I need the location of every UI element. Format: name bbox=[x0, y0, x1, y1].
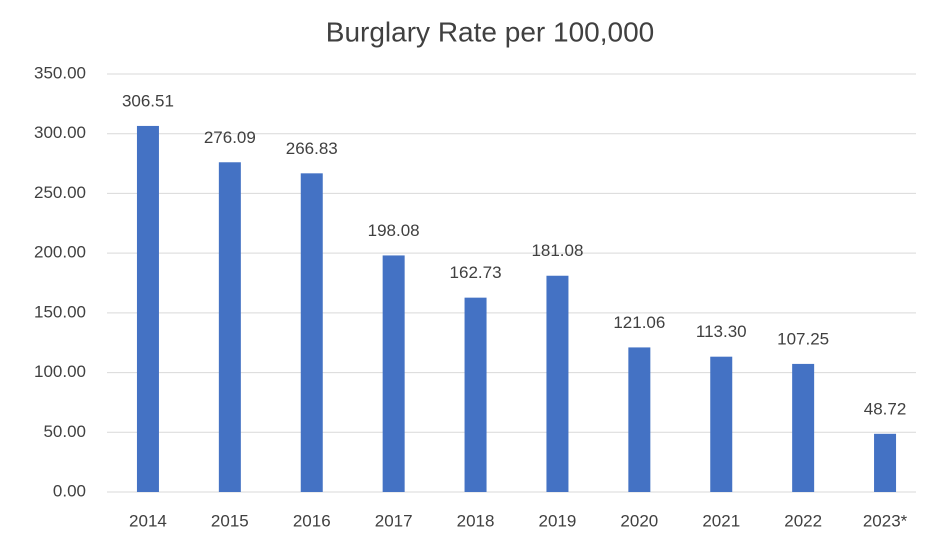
data-label: 276.09 bbox=[204, 128, 256, 147]
bar bbox=[136, 125, 159, 492]
data-label: 162.73 bbox=[450, 263, 502, 282]
x-tick-label: 2021 bbox=[702, 511, 740, 530]
y-tick-label: 100.00 bbox=[34, 362, 86, 381]
x-tick-label: 2022 bbox=[784, 511, 822, 530]
bar bbox=[464, 297, 487, 492]
data-label: 113.30 bbox=[696, 322, 747, 341]
y-tick-label: 300.00 bbox=[34, 123, 86, 142]
chart-title: Burglary Rate per 100,000 bbox=[326, 16, 654, 47]
y-tick-label: 0.00 bbox=[53, 481, 86, 500]
data-label: 107.25 bbox=[777, 329, 829, 348]
bar bbox=[792, 363, 815, 492]
data-label: 121.06 bbox=[613, 313, 665, 332]
y-tick-label: 150.00 bbox=[34, 302, 86, 321]
bar bbox=[218, 162, 241, 492]
x-tick-label: 2014 bbox=[129, 511, 167, 530]
y-tick-label: 250.00 bbox=[34, 183, 86, 202]
x-tick-label: 2020 bbox=[620, 511, 658, 530]
x-tick-label: 2018 bbox=[457, 511, 495, 530]
bar bbox=[300, 173, 323, 492]
data-label: 48.72 bbox=[864, 399, 907, 418]
data-label: 306.51 bbox=[122, 91, 174, 110]
x-tick-label: 2015 bbox=[211, 511, 249, 530]
data-label: 181.08 bbox=[531, 241, 583, 260]
bar bbox=[628, 347, 651, 492]
x-tick-label: 2019 bbox=[539, 511, 577, 530]
x-tick-label: 2023* bbox=[863, 511, 908, 530]
y-tick-label: 50.00 bbox=[43, 422, 86, 441]
data-label: 198.08 bbox=[368, 221, 420, 240]
x-tick-label: 2017 bbox=[375, 511, 413, 530]
bar bbox=[382, 255, 405, 492]
bar bbox=[710, 356, 733, 492]
bar bbox=[874, 433, 897, 492]
y-tick-label: 350.00 bbox=[34, 63, 86, 82]
bar bbox=[546, 275, 569, 492]
x-tick-label: 2016 bbox=[293, 511, 331, 530]
data-label: 266.83 bbox=[286, 139, 338, 158]
y-tick-label: 200.00 bbox=[34, 243, 86, 262]
